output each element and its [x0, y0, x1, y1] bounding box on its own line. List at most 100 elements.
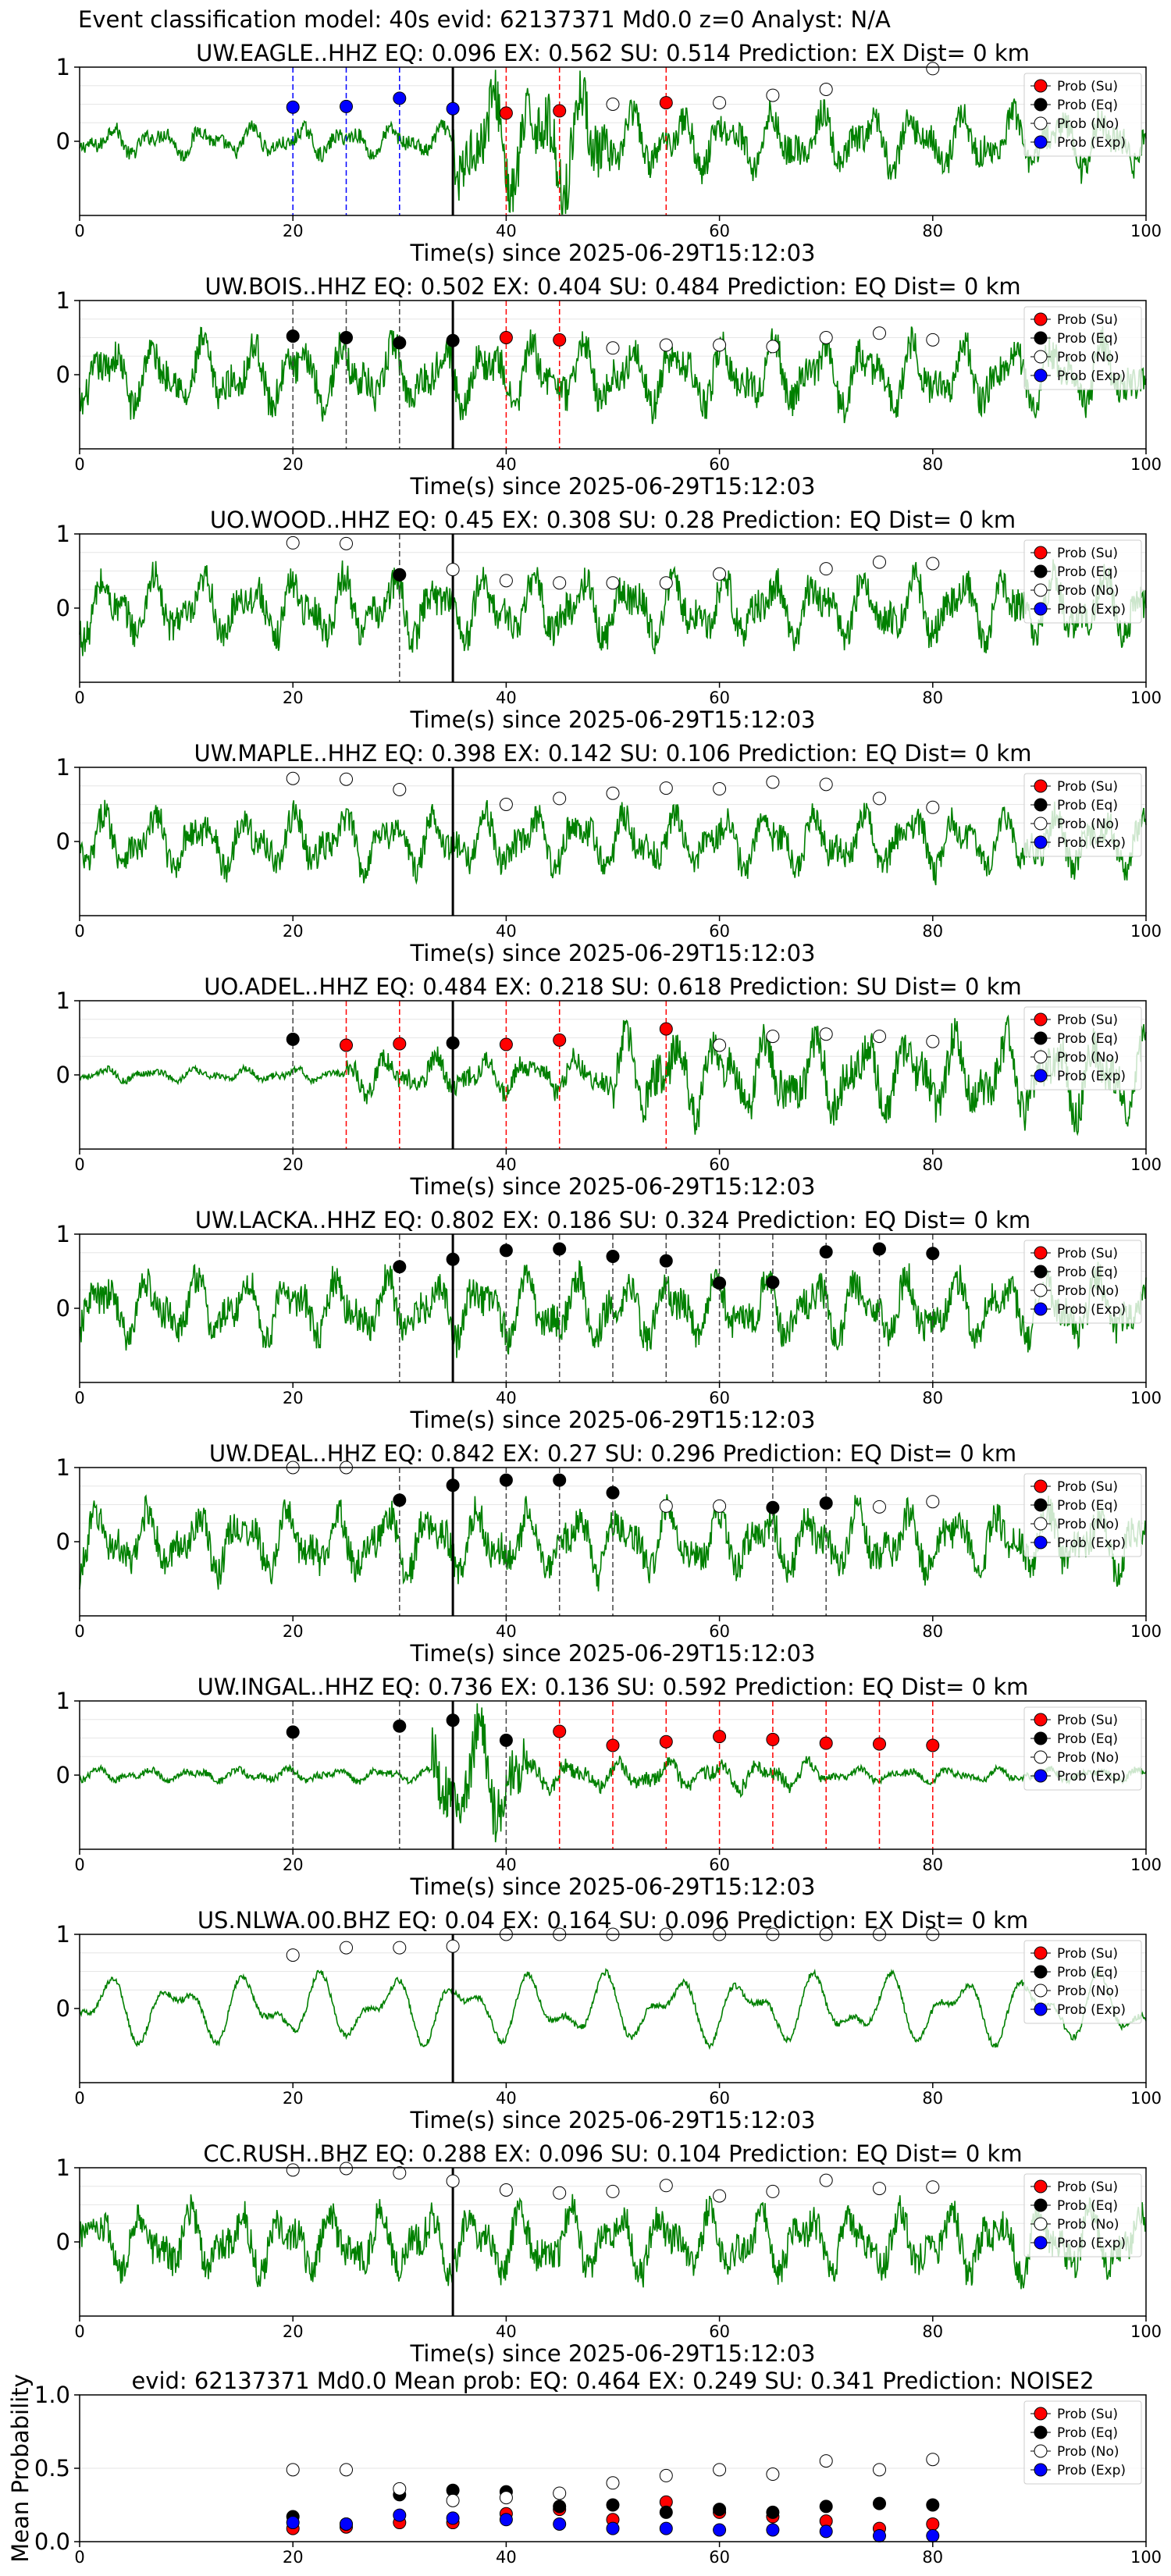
summary-panel: evid: 62137371 Md0.0 Mean prob: EQ: 0.46… — [7, 2368, 1162, 2567]
prob-marker-no — [819, 777, 833, 792]
prob-marker-no — [499, 574, 513, 588]
x-tick-label: 60 — [709, 1389, 730, 1407]
x-tick-label: 40 — [496, 1155, 517, 1174]
prob-marker-su — [606, 1738, 620, 1752]
x-tick-label: 60 — [709, 2548, 730, 2567]
legend-label-su: Prob (Su) — [1057, 1946, 1118, 1962]
legend-marker-exp — [1034, 368, 1048, 382]
prob-marker-eq — [766, 1276, 780, 1290]
y-tick-label: 1 — [56, 2154, 70, 2181]
legend-marker-exp — [1034, 1302, 1048, 1316]
mean-prob-marker-eq — [553, 2500, 567, 2514]
prob-marker-no — [606, 576, 620, 590]
prob-marker-no — [659, 576, 673, 590]
legend-label-su: Prob (Su) — [1057, 312, 1118, 328]
legend-label-su: Prob (Su) — [1057, 546, 1118, 561]
prob-marker-no — [819, 331, 833, 344]
prob-marker-no — [446, 2174, 460, 2188]
prob-marker-no — [340, 2161, 353, 2176]
mean-prob-marker-no — [713, 2463, 727, 2477]
mean-prob-marker-no — [553, 2486, 567, 2500]
x-tick-label: 80 — [922, 1389, 943, 1407]
x-tick-label: 60 — [709, 2089, 730, 2108]
legend-label-exp: Prob (Exp) — [1057, 2236, 1126, 2251]
x-tick-label: 60 — [709, 688, 730, 707]
x-tick-label: 20 — [283, 922, 304, 941]
legend-marker-eq — [1034, 98, 1048, 112]
prob-marker-no — [340, 536, 353, 550]
x-tick-label: 0 — [74, 1622, 84, 1641]
y-tick-label: 0 — [56, 1528, 70, 1555]
x-axis-label: Time(s) since 2025-06-29T15:12:03 — [410, 2107, 816, 2133]
legend-label-no: Prob (No) — [1057, 350, 1119, 365]
mean-prob-marker-exp — [606, 2521, 620, 2535]
prob-marker-eq — [499, 1473, 513, 1487]
prob-marker-eq — [393, 1260, 407, 1274]
legend-marker-eq — [1034, 331, 1048, 345]
prob-marker-eq — [873, 1242, 886, 1256]
prob-marker-no — [926, 333, 940, 347]
prob-marker-no — [713, 338, 727, 352]
legend-marker-no — [1034, 1750, 1048, 1764]
x-axis-label: Time(s) since 2025-06-29T15:12:03 — [410, 1873, 816, 1900]
figure-suptitle: Event classification model: 40s evid: 62… — [78, 6, 891, 33]
panel-title: UW.MAPLE..HHZ EQ: 0.398 EX: 0.142 SU: 0.… — [194, 740, 1032, 767]
legend-marker-no — [1034, 1283, 1048, 1297]
prob-marker-eq — [499, 1733, 513, 1747]
legend-marker-no — [1034, 116, 1048, 130]
y-tick-label: 1 — [56, 1688, 70, 1714]
x-tick-label: 20 — [283, 1856, 304, 1874]
legend-label-exp: Prob (Exp) — [1057, 1302, 1126, 1318]
legend-marker-su — [1034, 2407, 1048, 2421]
prob-marker-eq — [286, 1725, 300, 1739]
mean-prob-marker-eq — [819, 2500, 833, 2514]
x-tick-label: 0 — [74, 222, 84, 240]
x-tick-label: 40 — [496, 1856, 517, 1874]
prob-marker-no — [446, 1939, 460, 1953]
y-tick-label: 0 — [56, 1995, 70, 2022]
y-tick-label: 1 — [56, 1921, 70, 1948]
legend-label-eq: Prob (Eq) — [1057, 1498, 1118, 1514]
legend-marker-su — [1034, 1946, 1048, 1960]
legend-label-exp: Prob (Exp) — [1057, 2002, 1126, 2018]
mean-prob-marker-exp — [819, 2524, 833, 2539]
legend-marker-eq — [1034, 798, 1048, 812]
x-tick-label: 40 — [496, 688, 517, 707]
waveform-trace — [79, 1014, 1147, 1137]
x-tick-label: 80 — [922, 1856, 943, 1874]
legend-marker-no — [1034, 1517, 1048, 1531]
x-axis-label: Time(s) since 2025-06-29T15:12:03 — [410, 1173, 816, 1200]
x-tick-label: 0 — [74, 1389, 84, 1407]
legend-label-exp: Prob (Exp) — [1057, 368, 1126, 384]
mean-prob-marker-no — [340, 2463, 353, 2477]
legend-marker-no — [1034, 2217, 1048, 2231]
station-panel-9: CC.RUSH..BHZ EQ: 0.288 EX: 0.096 SU: 0.1… — [56, 2140, 1162, 2367]
waveform-trace — [79, 799, 1147, 886]
x-tick-label: 60 — [709, 222, 730, 240]
mean-prob-marker-exp — [340, 2517, 353, 2531]
prob-marker-no — [713, 1499, 727, 1513]
prob-marker-no — [286, 1948, 300, 1962]
prob-marker-no — [286, 771, 300, 785]
legend-box — [1023, 1473, 1142, 1557]
prob-marker-eq — [926, 1247, 940, 1261]
prob-marker-no — [766, 340, 780, 354]
legend-marker-su — [1034, 1479, 1048, 1493]
prob-marker-no — [766, 88, 780, 102]
y-tick-label: 1 — [56, 287, 70, 314]
prob-marker-eq — [446, 1036, 460, 1050]
mean-prob-marker-no — [393, 2482, 407, 2496]
prob-marker-su — [553, 104, 567, 118]
x-tick-label: 60 — [709, 2322, 730, 2341]
legend-marker-eq — [1034, 564, 1048, 578]
legend-label-su: Prob (Su) — [1057, 2179, 1118, 2195]
panel-title: UO.ADEL..HHZ EQ: 0.484 EX: 0.218 SU: 0.6… — [204, 973, 1022, 1000]
waveform-trace — [79, 69, 1147, 215]
legend-label-exp: Prob (Exp) — [1057, 602, 1126, 617]
prob-marker-no — [553, 792, 567, 806]
x-tick-label: 40 — [496, 922, 517, 941]
mean-prob-marker-no — [873, 2463, 886, 2477]
mean-prob-marker-no — [446, 2493, 460, 2507]
mean-prob-marker-no — [286, 2463, 300, 2477]
prob-marker-eq — [713, 1276, 727, 1290]
